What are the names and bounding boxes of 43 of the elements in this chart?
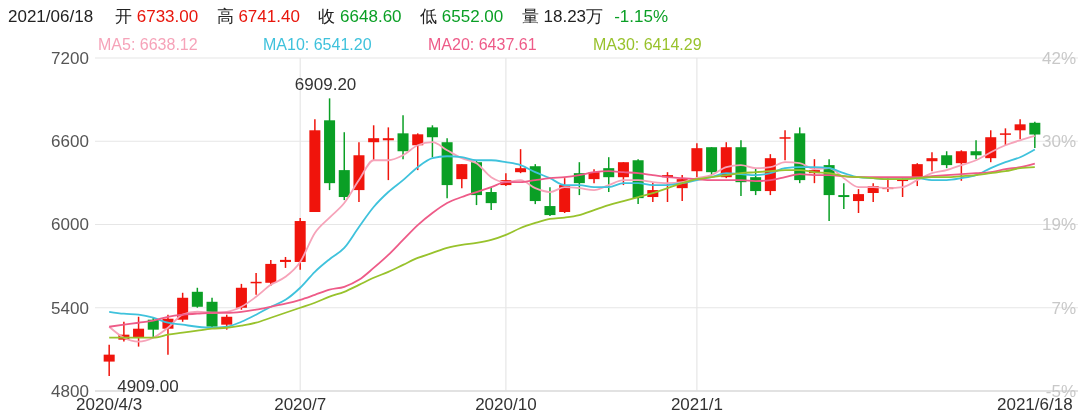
candlestick	[955, 149, 967, 182]
y-tick-label: 7200	[51, 48, 89, 68]
candlestick	[426, 124, 438, 158]
candlestick	[838, 182, 850, 210]
candlestick	[1014, 118, 1026, 141]
candlestick	[265, 259, 277, 287]
text: 收 6648.60	[318, 7, 402, 26]
candlestick	[382, 126, 394, 181]
text: MA10: 6541.20	[263, 36, 372, 53]
y-tick-label: 6600	[51, 132, 89, 152]
candlestick	[970, 139, 982, 160]
x-tick-label: 2020/7	[274, 395, 327, 414]
x-tick-label: 2020/10	[475, 395, 537, 414]
candlestick	[412, 132, 424, 171]
candlestick	[191, 287, 203, 309]
text: 2021/06/18	[8, 7, 94, 26]
y-tick-label: 5400	[51, 298, 89, 318]
text: -1.15%	[614, 7, 669, 26]
annotation: 6909.20	[294, 75, 357, 95]
text: MA5: 6638.12	[98, 36, 198, 53]
text: 低 6552.00	[420, 7, 504, 26]
text: 量 18.23万	[521, 7, 604, 26]
y-tick-label: 6000	[51, 215, 89, 235]
candlestick	[515, 148, 527, 174]
candlestick	[691, 142, 703, 178]
candlestick	[103, 343, 115, 377]
candlestick	[368, 124, 380, 162]
candlestick	[456, 163, 468, 189]
candlestick	[235, 283, 247, 311]
x-tick-label: 2021/1	[670, 395, 723, 414]
candlestick	[985, 129, 997, 163]
text: MA30: 6414.29	[593, 36, 702, 53]
candlestick	[853, 188, 865, 214]
candlestick	[779, 129, 791, 162]
candlestick	[544, 186, 556, 217]
candlestick	[926, 151, 938, 172]
candlestick	[485, 186, 497, 211]
text: MA20: 6437.61	[428, 36, 537, 53]
text: 高 6741.40	[216, 7, 300, 26]
text: 开 6733.00	[115, 7, 199, 26]
candlestick	[1029, 120, 1041, 149]
candlestick	[397, 114, 409, 160]
annotation: 4909.00	[117, 376, 179, 396]
